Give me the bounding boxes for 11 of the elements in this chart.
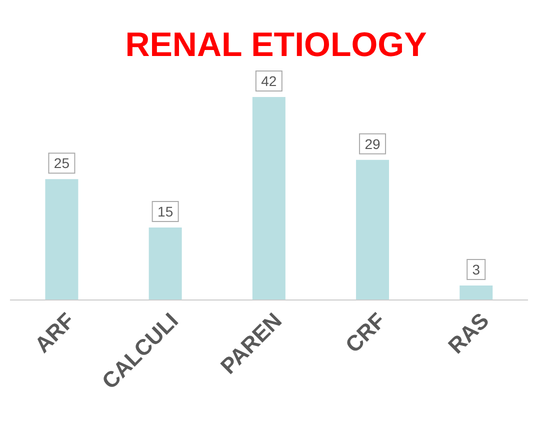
data-label: 42 <box>261 73 277 89</box>
bar <box>45 179 78 300</box>
data-label: 25 <box>54 155 70 172</box>
data-label: 15 <box>158 204 174 220</box>
bar <box>460 286 493 300</box>
bar <box>148 228 182 300</box>
bar <box>252 97 286 300</box>
data-label: 3 <box>472 262 480 278</box>
bar <box>356 160 390 300</box>
data-label: 29 <box>364 136 381 152</box>
chart-title: RENAL ETIOLOGY <box>124 26 428 65</box>
